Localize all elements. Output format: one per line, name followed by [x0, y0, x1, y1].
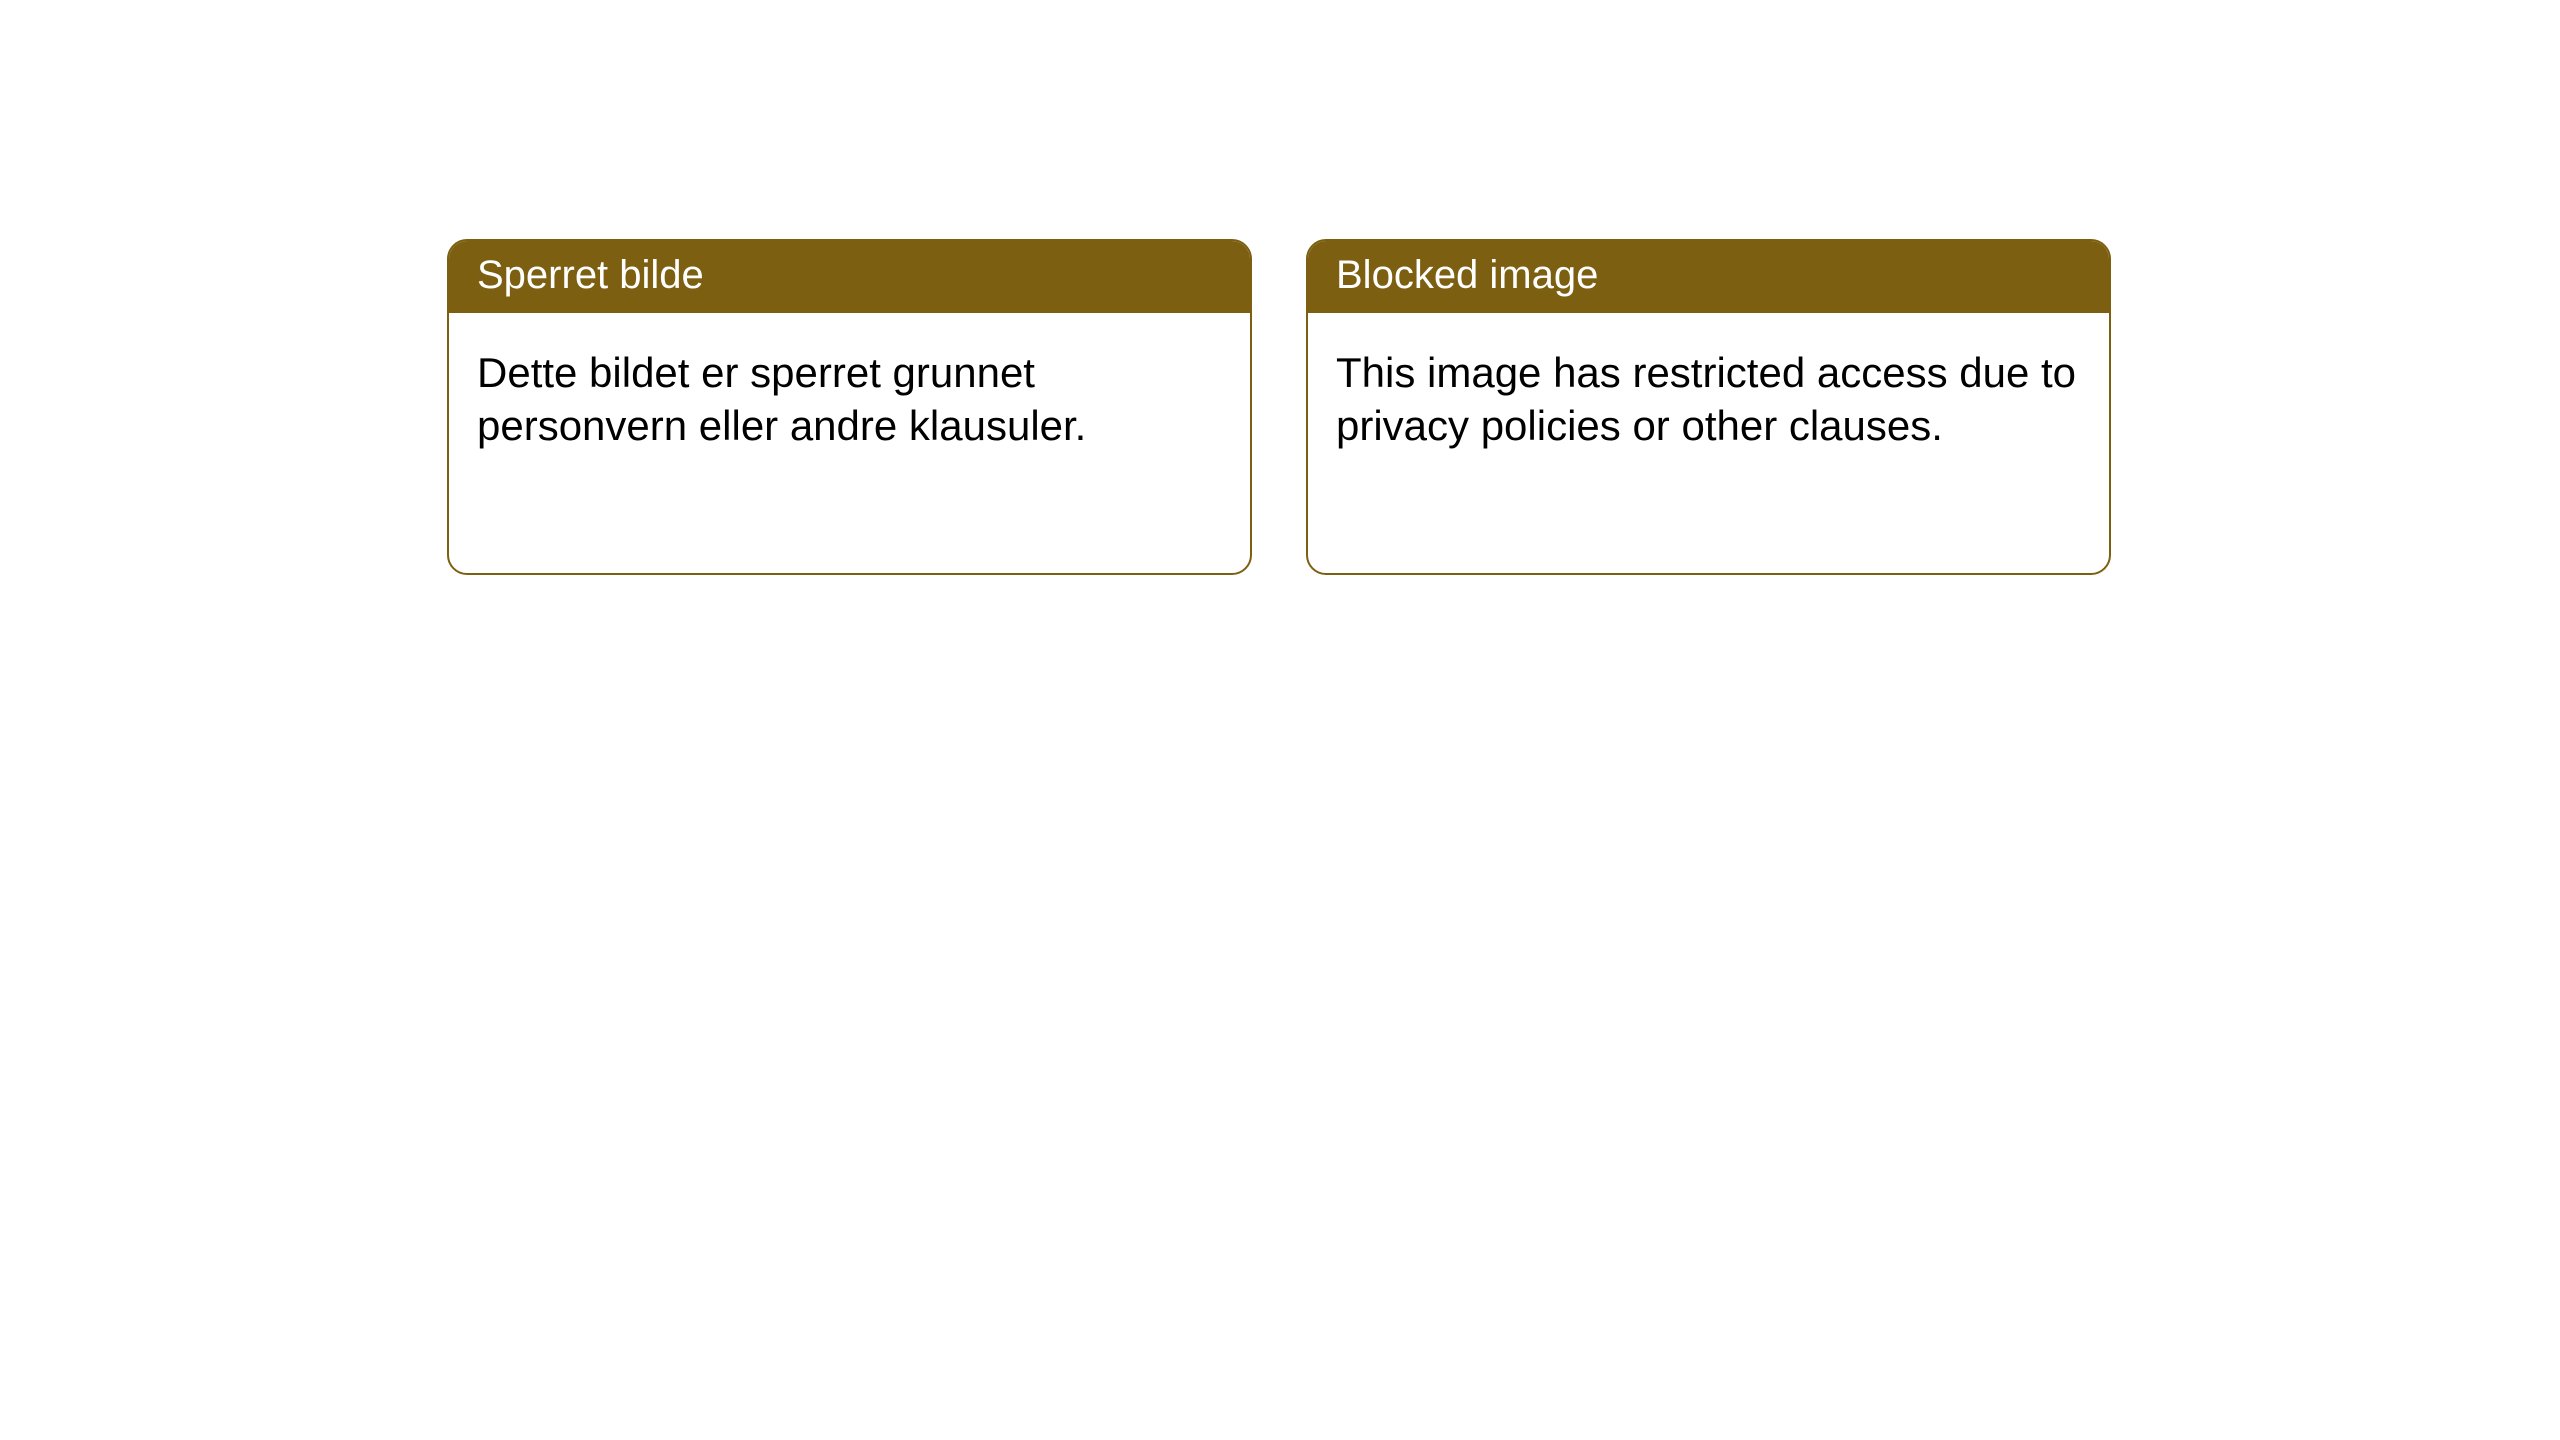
notice-card-english: Blocked image This image has restricted …	[1306, 239, 2111, 575]
notice-container: Sperret bilde Dette bildet er sperret gr…	[0, 0, 2560, 575]
notice-card-title: Sperret bilde	[449, 241, 1250, 313]
notice-card-norwegian: Sperret bilde Dette bildet er sperret gr…	[447, 239, 1252, 575]
notice-card-body: Dette bildet er sperret grunnet personve…	[449, 313, 1250, 486]
notice-card-title: Blocked image	[1308, 241, 2109, 313]
notice-card-body: This image has restricted access due to …	[1308, 313, 2109, 486]
